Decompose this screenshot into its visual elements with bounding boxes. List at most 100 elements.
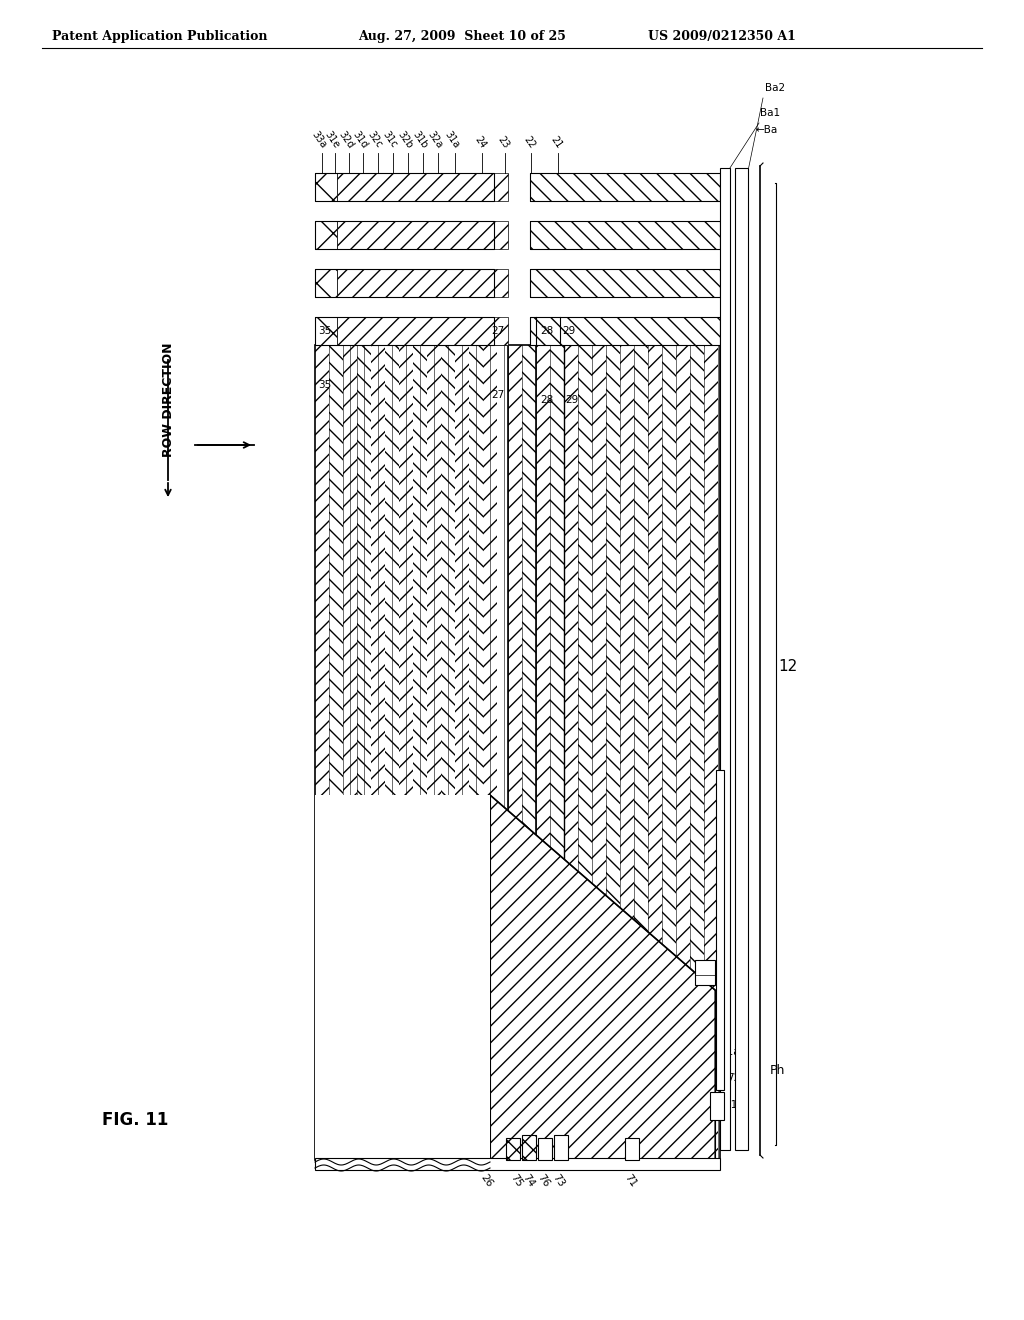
Text: 21: 21 [549,135,564,150]
Text: Patent Application Publication: Patent Application Publication [52,30,267,44]
Text: Ba2: Ba2 [765,83,785,92]
Bar [329,345,343,1160]
Bar [315,173,494,201]
Text: 24: 24 [473,135,488,150]
Bar [530,173,720,201]
Bar [413,345,427,1160]
Text: 35: 35 [318,380,331,389]
Bar [371,345,385,1160]
Bar [716,770,724,1090]
Bar [620,345,634,1160]
Bar [634,345,648,1160]
Text: 12: 12 [778,659,798,675]
Text: 73: 73 [550,1172,566,1188]
Bar [578,345,592,1160]
Bar [315,345,720,1160]
Text: 31c: 31c [381,129,399,150]
Text: 25: 25 [572,964,588,977]
Text: 31e: 31e [323,129,341,150]
Text: 27: 27 [492,326,505,337]
Bar [315,220,337,249]
Bar [530,269,720,297]
Text: 35: 35 [318,326,331,337]
Text: 31a: 31a [442,129,461,150]
Bar [690,345,705,1160]
Bar [315,345,329,1160]
Text: 71: 71 [623,1172,638,1188]
Bar [315,317,337,345]
Text: 28: 28 [540,395,553,405]
Bar [337,317,508,345]
Bar [399,345,413,1160]
Text: Ph: Ph [770,1064,785,1077]
Bar [315,795,490,1160]
Bar [315,173,337,201]
Text: 71: 71 [718,965,731,975]
Bar [337,173,508,201]
Bar [662,345,676,1160]
Bar [705,345,718,1160]
Text: 32a: 32a [425,129,444,150]
Bar [735,168,748,1150]
Bar [315,269,337,297]
Text: 27: 27 [492,389,505,400]
Text: 71a: 71a [720,1047,739,1057]
Text: 71a: 71a [724,1100,743,1110]
Bar [441,345,455,1160]
Text: 28: 28 [540,326,553,337]
Text: 26: 26 [479,1172,495,1188]
Bar [357,345,371,1160]
Bar [315,269,494,297]
Bar [720,168,730,1150]
Text: 31b: 31b [411,129,429,150]
Bar [530,269,720,297]
Text: ←Ba: ←Ba [755,125,777,135]
Text: 29: 29 [562,326,575,337]
Polygon shape [490,795,715,1160]
Text: 74: 74 [520,1172,536,1188]
Text: 76: 76 [536,1172,551,1188]
Bar [343,345,357,1160]
Bar [530,220,720,249]
Bar [530,173,720,201]
Bar [315,317,494,345]
Bar [648,345,662,1160]
Bar [554,1135,568,1160]
Text: 32d: 32d [337,129,355,150]
Text: 32b: 32b [395,129,414,150]
Bar [530,220,720,249]
Bar [522,1135,536,1160]
Bar [337,269,508,297]
Text: 72: 72 [727,1073,740,1082]
Bar [315,220,494,249]
Bar [606,345,620,1160]
Bar [530,317,720,345]
Bar [427,345,441,1160]
Bar [483,345,497,1160]
Bar [538,1138,552,1160]
Text: Aug. 27, 2009  Sheet 10 of 25: Aug. 27, 2009 Sheet 10 of 25 [358,30,566,44]
Bar [522,345,536,1160]
Text: 22: 22 [522,135,538,150]
Bar [625,1138,639,1160]
Bar [315,1158,720,1170]
Text: Ba1: Ba1 [760,108,780,117]
Bar [564,345,578,1160]
Bar [695,960,715,985]
Text: 33a: 33a [309,129,328,150]
Text: 31d: 31d [350,129,370,150]
Bar [592,345,606,1160]
Text: ROW DIRECTION: ROW DIRECTION [162,343,174,457]
Text: US 2009/0212350 A1: US 2009/0212350 A1 [648,30,796,44]
Text: 29: 29 [565,395,579,405]
Bar [508,345,522,1160]
Bar [385,345,399,1160]
Bar [337,220,508,249]
Bar [530,317,720,345]
Bar [506,1138,520,1160]
Bar [550,345,564,1160]
Bar [536,345,550,1160]
Text: 32c: 32c [366,129,384,150]
Text: FIG. 11: FIG. 11 [101,1111,168,1129]
Bar [710,1092,724,1119]
